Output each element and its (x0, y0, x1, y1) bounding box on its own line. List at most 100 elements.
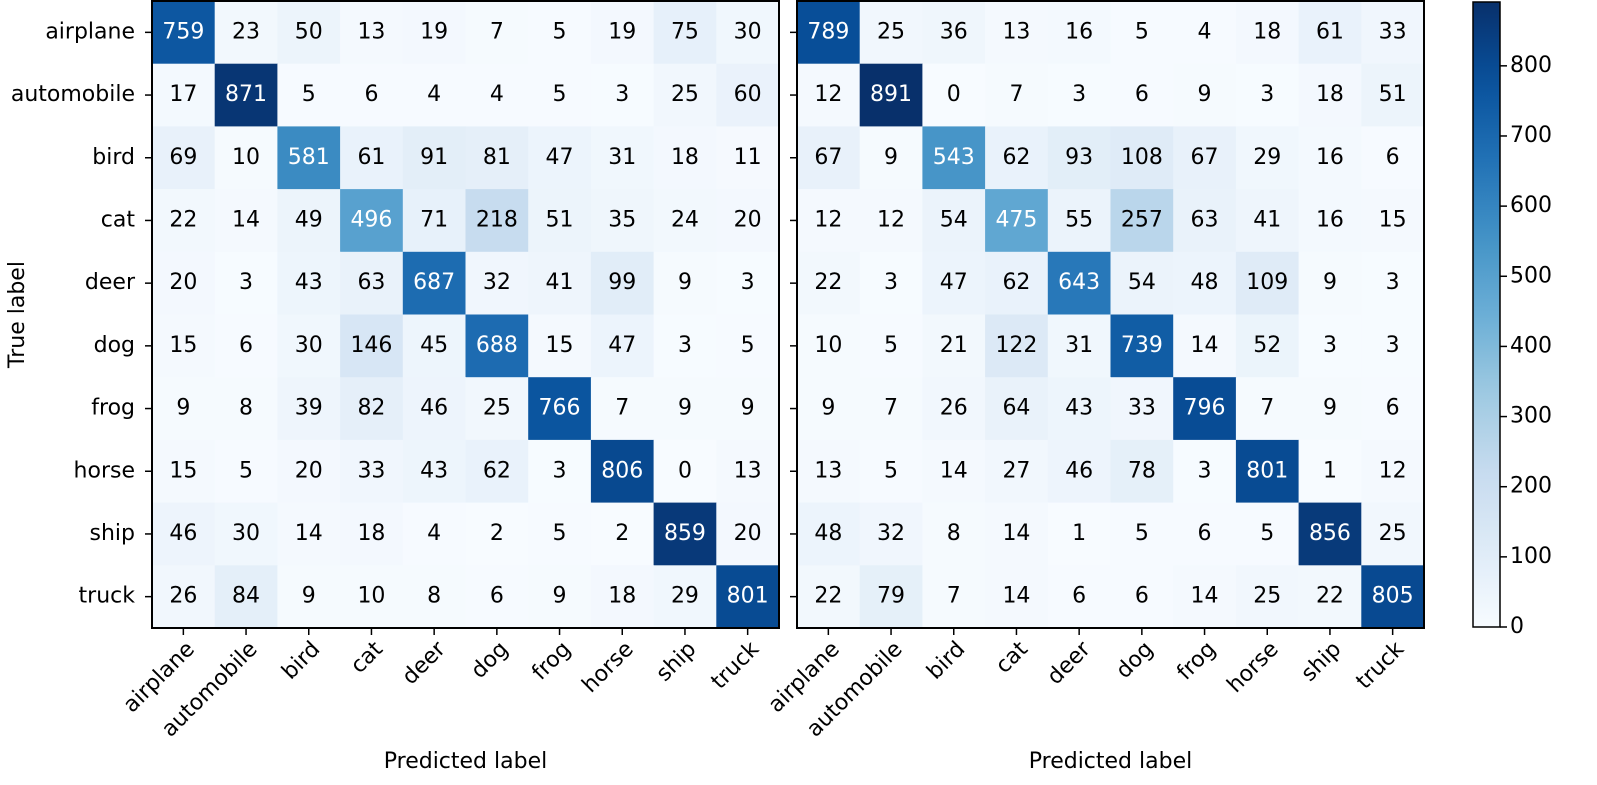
heatmap-cell (340, 126, 404, 190)
heatmap-cell (402, 377, 466, 441)
heatmap-cell (402, 251, 466, 315)
heatmap-cell (590, 1, 655, 65)
cell-label: 14 (1002, 521, 1030, 546)
cell-label: 48 (814, 521, 842, 546)
cell-label: 22 (169, 207, 197, 232)
cell-label: 6 (1072, 584, 1086, 609)
heatmap-cell (590, 439, 655, 504)
heatmap-cell (859, 1, 923, 65)
cell-label: 47 (608, 333, 636, 358)
heatmap-cell (1047, 502, 1111, 566)
cell-label: 6 (1135, 584, 1149, 609)
y-tick-label: frog (91, 396, 135, 421)
cell-label: 62 (483, 458, 511, 483)
heatmap-cell (402, 502, 466, 566)
cell-label: 33 (357, 458, 385, 483)
cell-label: 30 (232, 521, 260, 546)
cell-label: 13 (814, 458, 842, 483)
y-tick-label: dog (94, 333, 135, 358)
cell-label: 69 (169, 145, 197, 170)
cell-label: 18 (608, 584, 636, 609)
heatmap-cell (465, 377, 529, 441)
cell-label: 1 (1072, 521, 1086, 546)
cell-label: 3 (553, 458, 567, 483)
x-tick-label: ship (1297, 637, 1347, 687)
heatmap-cell (214, 314, 278, 378)
x-tick-label: frog (1172, 637, 1221, 686)
x-tick-label: horse (578, 637, 639, 698)
heatmap-cell (797, 314, 861, 378)
cell-label: 30 (734, 19, 762, 44)
heatmap-cell (985, 189, 1049, 253)
cell-label: 5 (553, 82, 567, 107)
heatmap-cell (1235, 1, 1300, 65)
x-tick-label: deer (1043, 636, 1097, 690)
cell-label: 20 (734, 207, 762, 232)
cell-label: 4 (427, 82, 441, 107)
cell-label: 3 (678, 333, 692, 358)
heatmap-cell (985, 377, 1049, 441)
heatmap-cell (1235, 314, 1300, 378)
cell-label: 20 (295, 458, 323, 483)
x-tick-label: dog (466, 637, 513, 684)
heatmap-cell (1047, 565, 1111, 629)
cell-label: 63 (357, 270, 385, 295)
colorbar (1472, 1, 1501, 628)
heatmap-cell (1298, 314, 1362, 378)
heatmap-cell (716, 63, 780, 127)
cell-label: 12 (1379, 458, 1407, 483)
heatmap-cell (277, 377, 341, 441)
cell-label: 10 (232, 145, 260, 170)
cell-label: 789 (807, 19, 849, 44)
colorbar-tick-label: 700 (1510, 123, 1552, 148)
heatmap-cell (277, 502, 341, 566)
cell-label: 5 (884, 458, 898, 483)
cell-label: 543 (933, 145, 975, 170)
heatmap-cell (152, 126, 216, 190)
cell-label: 15 (169, 333, 197, 358)
heatmap-cell (152, 189, 216, 253)
cell-label: 22 (1316, 584, 1344, 609)
cell-label: 12 (814, 82, 842, 107)
heatmap-cell (1110, 565, 1174, 629)
cell-label: 3 (1260, 82, 1274, 107)
heatmap-cell (590, 565, 655, 629)
cell-label: 496 (350, 207, 392, 232)
cell-label: 8 (947, 521, 961, 546)
heatmap-cell (1173, 377, 1237, 441)
heatmap-cell (277, 189, 341, 253)
cell-label: 52 (1253, 333, 1281, 358)
heatmap-cell (1235, 63, 1300, 127)
heatmap-cell (528, 377, 592, 441)
x-tick-label: frog (527, 637, 576, 686)
heatmap-cell (797, 502, 861, 566)
heatmap-cell (1110, 502, 1174, 566)
cell-label: 6 (364, 82, 378, 107)
heatmap-cell (1110, 126, 1174, 190)
heatmap-cell (1110, 439, 1174, 504)
cell-label: 14 (295, 521, 323, 546)
heatmap-cell (1173, 565, 1237, 629)
heatmap-cell (922, 1, 986, 65)
cell-label: 11 (734, 145, 762, 170)
heatmap-cell (1110, 251, 1174, 315)
cell-label: 25 (877, 19, 905, 44)
y-tick-label: horse (74, 458, 135, 483)
cell-label: 35 (608, 207, 636, 232)
heatmap-cell (402, 63, 466, 127)
cell-label: 16 (1316, 207, 1344, 232)
heatmap-cell (1298, 502, 1362, 566)
cell-label: 33 (1128, 396, 1156, 421)
heatmap-cell (1110, 189, 1174, 253)
cell-label: 36 (940, 19, 968, 44)
cell-label: 9 (741, 396, 755, 421)
heatmap-cell (590, 502, 655, 566)
cell-label: 15 (1379, 207, 1407, 232)
cell-label: 41 (546, 270, 574, 295)
heatmap-cell (1361, 377, 1425, 441)
heatmap-cell (653, 251, 717, 315)
heatmap-cell (985, 1, 1049, 65)
heatmap-cell (465, 1, 529, 65)
cell-label: 39 (295, 396, 323, 421)
cell-label: 20 (169, 270, 197, 295)
